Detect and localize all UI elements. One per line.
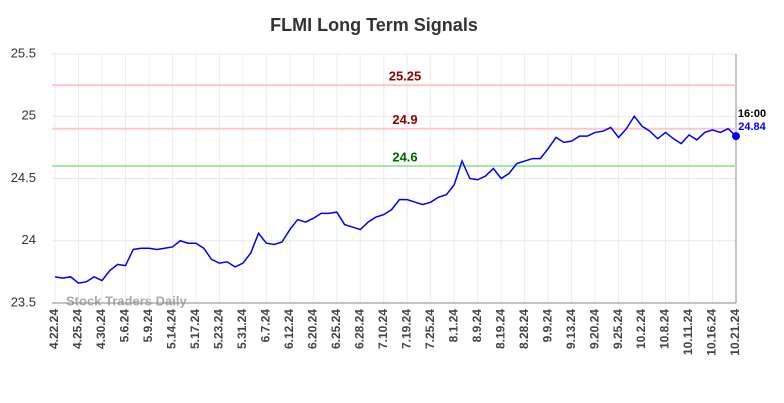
y-tick-label: 25 <box>22 108 36 123</box>
x-tick-label: 4.22.24 <box>47 309 61 349</box>
x-tick-label: 9.20.24 <box>587 309 601 349</box>
y-tick-label: 25.5 <box>11 45 36 60</box>
x-tick-label: 6.7.24 <box>259 309 273 343</box>
watermark: Stock Traders Daily <box>66 293 187 308</box>
x-tick-label: 9.9.24 <box>540 309 554 343</box>
x-tick-label: 5.31.24 <box>235 309 249 349</box>
x-tick-label: 10.21.24 <box>728 309 742 356</box>
x-tick-label: 5.23.24 <box>212 309 226 349</box>
x-tick-label: 6.12.24 <box>282 309 296 349</box>
reference-label: 24.9 <box>392 112 417 127</box>
x-tick-label: 5.17.24 <box>188 309 202 349</box>
reference-label: 25.25 <box>389 69 422 84</box>
x-tick-label: 9.25.24 <box>611 309 625 349</box>
x-tick-label: 10.11.24 <box>681 309 695 355</box>
x-tick-label: 8.9.24 <box>470 309 484 343</box>
x-tick-label: 10.2.24 <box>634 309 648 349</box>
x-tick-label: 6.20.24 <box>305 309 319 349</box>
x-tick-label: 8.1.24 <box>446 309 460 343</box>
y-tick-label: 23.5 <box>11 294 36 309</box>
y-tick-label: 24 <box>22 232 36 247</box>
x-tick-label: 7.19.24 <box>399 309 413 349</box>
last-value-label: 24.84 <box>738 121 766 133</box>
x-tick-label: 7.25.24 <box>423 309 437 349</box>
x-tick-label: 9.13.24 <box>564 309 578 349</box>
x-tick-label: 6.28.24 <box>352 309 366 349</box>
x-tick-label: 5.14.24 <box>165 309 179 349</box>
x-tick-label: 10.8.24 <box>658 309 672 349</box>
line-series <box>54 114 737 284</box>
last-point <box>732 132 740 141</box>
x-tick-label: 8.28.24 <box>517 309 531 349</box>
x-tick-label: 4.25.24 <box>71 309 85 349</box>
x-tick-label: 6.25.24 <box>329 309 343 349</box>
x-tick-label: 5.6.24 <box>118 309 132 343</box>
x-tick-label: 5.9.24 <box>141 309 155 343</box>
x-tick-label: 7.10.24 <box>376 309 390 349</box>
last-time-label: 16:00 <box>738 108 766 120</box>
x-tick-label: 8.19.24 <box>493 309 507 349</box>
y-tick-label: 24.5 <box>11 170 36 185</box>
chart-title: FLMI Long Term Signals <box>270 15 478 35</box>
reference-label: 24.6 <box>392 149 417 164</box>
x-tick-label: 4.30.24 <box>94 309 108 349</box>
x-tick-label: 10.16.24 <box>705 309 719 356</box>
